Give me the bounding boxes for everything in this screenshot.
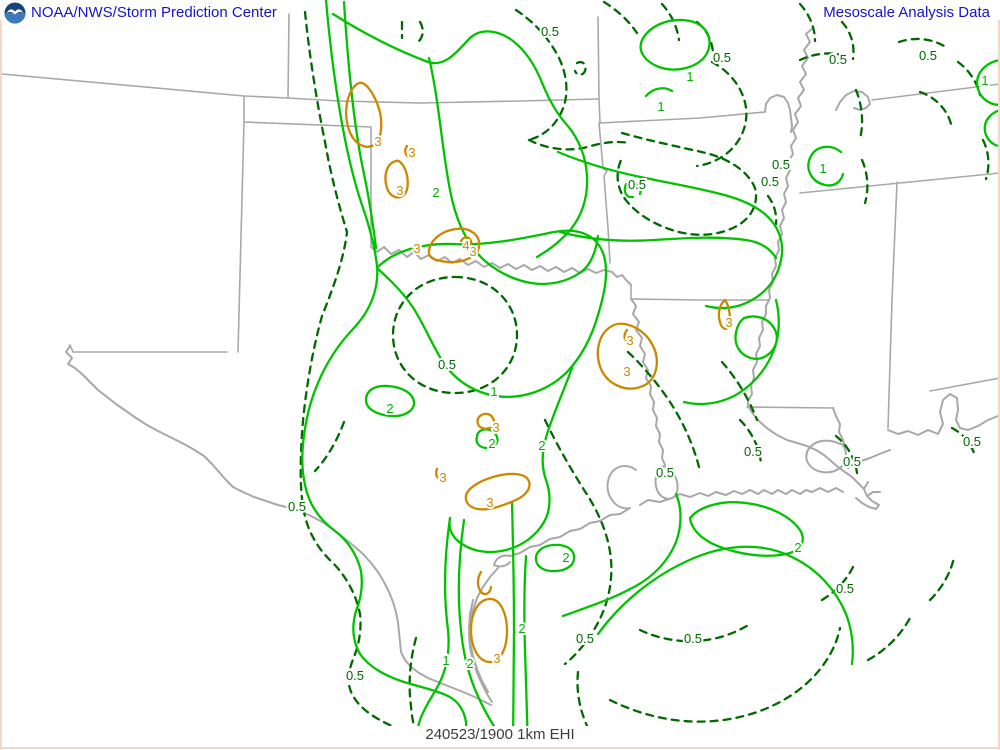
contour-label: 3 <box>413 241 420 256</box>
contour-label: 0.5 <box>761 174 779 189</box>
mesoanalysis-map: 0.5 0.5 0.5 0.5 0.5 0.5 0.5 0.5 0.5 0.5 0.5 0.5 0.5 0… <box>1 0 1000 726</box>
contour-ehi-dashed-05 <box>299 0 990 726</box>
contour-label: 0.5 <box>288 499 306 514</box>
rivers-and-coastlines <box>65 27 999 706</box>
contour-label: 0.5 <box>438 357 456 372</box>
contour-label: 2 <box>562 550 569 565</box>
contour-label: 0.5 <box>829 52 847 67</box>
contour-label: 2 <box>488 436 495 451</box>
contour-label: 2 <box>432 185 439 200</box>
contour-label: 0.5 <box>684 631 702 646</box>
contour-label: 4 <box>462 238 469 253</box>
contour-label: 1 <box>490 384 497 399</box>
contour-label: 3 <box>623 364 630 379</box>
contour-label: 2 <box>794 540 801 555</box>
mesoscale-analysis-link[interactable]: Mesoscale Analysis Data <box>823 4 990 21</box>
map-caption: 240523/1900 1km EHI <box>425 726 575 743</box>
contour-ehi-orange <box>345 81 732 664</box>
page-header: NOAA/NWS/Storm Prediction Center Mesosca… <box>0 0 1000 26</box>
page-edge-bottom <box>0 747 1000 749</box>
spc-home-link[interactable]: NOAA/NWS/Storm Prediction Center <box>31 4 277 21</box>
contour-label: 0.5 <box>843 454 861 469</box>
contour-label: 2 <box>386 401 393 416</box>
contour-label: 3 <box>486 495 493 510</box>
contour-labels: 0.5 0.5 0.5 0.5 0.5 0.5 0.5 0.5 0.5 0.5 0.5 0.5 0.5 0… <box>286 22 991 685</box>
contour-label: 0.5 <box>744 444 762 459</box>
contour-label: 3 <box>725 315 732 330</box>
contour-label: 1 <box>686 69 693 84</box>
contour-label: 0.5 <box>628 177 646 192</box>
contour-label: 0.5 <box>576 631 594 646</box>
contour-label: 3 <box>626 333 633 348</box>
contour-label: 3 <box>492 420 499 435</box>
contour-ehi-solid-green <box>301 0 1000 726</box>
contour-label: 3 <box>408 145 415 160</box>
contour-label: 0.5 <box>919 48 937 63</box>
contour-label: 1 <box>657 99 664 114</box>
contour-label: 1 <box>442 653 449 668</box>
state-borders <box>1 13 1000 429</box>
contour-label: 3 <box>396 183 403 198</box>
noaa-logo-icon <box>4 2 26 24</box>
contour-label: 0.5 <box>713 50 731 65</box>
contour-label: 3 <box>374 134 381 149</box>
contour-label: 2 <box>538 438 545 453</box>
contour-label: 1 <box>819 161 826 176</box>
contour-label: 0.5 <box>656 465 674 480</box>
contour-label: 0.5 <box>963 434 981 449</box>
contour-label: 1 <box>981 73 988 88</box>
contour-label: 2 <box>466 656 473 671</box>
contour-label: 0.5 <box>836 581 854 596</box>
contour-label: 3 <box>493 651 500 666</box>
contour-label: 2 <box>518 621 525 636</box>
contour-label: 0.5 <box>772 157 790 172</box>
contour-label: 0.5 <box>541 24 559 39</box>
contour-label: 0.5 <box>346 668 364 683</box>
contour-label: 3 <box>439 470 446 485</box>
contour-label: 3 <box>469 244 476 259</box>
